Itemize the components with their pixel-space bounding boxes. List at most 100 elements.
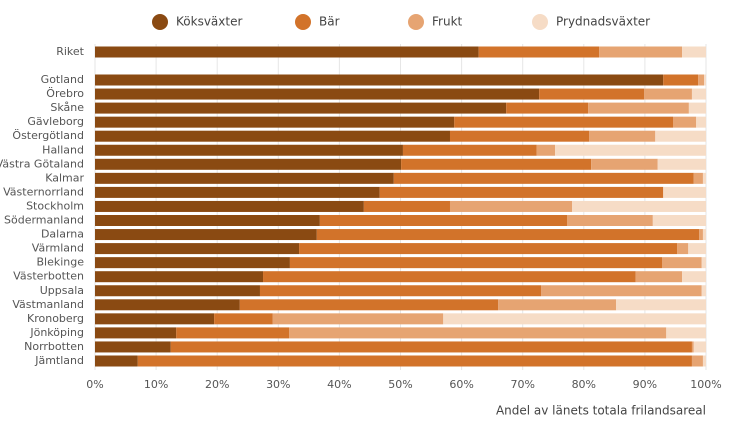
y-tick-label: Halland xyxy=(42,143,84,156)
x-tick-label: 0% xyxy=(86,378,103,391)
y-tick-label: Örebro xyxy=(46,87,84,100)
legend-label: Frukt xyxy=(432,15,463,29)
bar-segment xyxy=(536,144,556,156)
bar-segment xyxy=(591,158,658,170)
x-tick-label: 20% xyxy=(205,378,229,391)
bar-segment xyxy=(95,186,380,198)
bar-segment xyxy=(589,130,656,142)
y-tick-label: Västmanland xyxy=(12,298,84,311)
bar-segment xyxy=(539,88,645,100)
bar-segment xyxy=(567,215,653,226)
bar-segment xyxy=(316,229,700,241)
legend-marker xyxy=(152,14,168,30)
bar-segment xyxy=(454,116,674,128)
legend-label: Prydnadsväxter xyxy=(556,15,650,29)
x-tick-label: 90% xyxy=(633,378,657,391)
y-tick-label: Värmland xyxy=(32,242,84,255)
bar-segment xyxy=(95,299,240,311)
bar-segment xyxy=(616,299,706,311)
bar-segment xyxy=(478,46,600,58)
bar-segment xyxy=(137,355,692,367)
y-tick-label: Riket xyxy=(56,45,84,58)
x-axis-label: Andel av länets totala frilandsareal xyxy=(496,404,706,418)
bar-segment xyxy=(443,313,706,325)
bar-segment xyxy=(635,271,683,283)
bar-segment xyxy=(704,74,706,86)
bar-segment xyxy=(95,102,507,114)
bar-segment xyxy=(170,341,692,353)
bar-segment xyxy=(239,299,499,311)
bar-segment xyxy=(272,313,444,325)
bar-segment xyxy=(702,172,706,184)
bar-segment xyxy=(682,271,706,283)
bar-segment xyxy=(677,243,689,255)
bar-segment xyxy=(541,285,702,297)
legend-label: Köksväxter xyxy=(176,15,242,29)
bar-segment xyxy=(662,257,702,269)
bar-segment xyxy=(95,327,177,339)
y-tick-label: Kronoberg xyxy=(27,312,84,325)
bar-segment xyxy=(319,215,568,226)
y-tick-label: Södermanland xyxy=(4,214,84,227)
y-tick-label: Skåne xyxy=(50,101,84,114)
bar-segment xyxy=(663,186,706,198)
bar-segment xyxy=(259,285,542,297)
bar-segment xyxy=(696,116,706,128)
bar-segment xyxy=(95,116,455,128)
bar-segment xyxy=(506,102,589,114)
legend-marker xyxy=(532,14,548,30)
bar-segment xyxy=(393,172,694,184)
bar-segment xyxy=(95,74,664,86)
bar-segment xyxy=(702,229,706,241)
y-tick-label: Dalarna xyxy=(41,228,84,241)
bar-segment xyxy=(449,200,573,212)
bar-segment xyxy=(95,341,171,353)
bar-segment xyxy=(688,102,706,114)
x-tick-label: 10% xyxy=(144,378,168,391)
bar-segment xyxy=(289,257,663,269)
bar-segment xyxy=(214,313,273,325)
bar-segment xyxy=(698,74,705,86)
bar-segment xyxy=(263,271,636,283)
bar-segment xyxy=(699,229,703,241)
bar-segment xyxy=(701,257,706,269)
bar-segment xyxy=(402,144,537,156)
bar-segment xyxy=(701,285,706,297)
bar-segment xyxy=(95,200,364,212)
bar-segment xyxy=(95,229,317,241)
bar-segment xyxy=(663,74,699,86)
x-tick-label: 70% xyxy=(510,378,534,391)
bar-segment xyxy=(95,130,450,142)
y-tick-label: Stockholm xyxy=(26,199,84,212)
x-tick-label: 80% xyxy=(572,378,596,391)
bar-segment xyxy=(572,200,706,212)
x-tick-label: 50% xyxy=(388,378,412,391)
y-tick-label: Jönköping xyxy=(29,326,84,339)
bar-segment xyxy=(95,271,264,283)
y-tick-label: Östergötland xyxy=(12,129,84,142)
bar-segment xyxy=(95,257,290,269)
bar-segment xyxy=(95,158,402,170)
bar-segment xyxy=(691,355,703,367)
bar-segment xyxy=(693,172,703,184)
bar-segment xyxy=(95,355,138,367)
legend-marker xyxy=(408,14,424,30)
bar-segment xyxy=(588,102,689,114)
bar-segment xyxy=(673,116,697,128)
bar-segment xyxy=(289,327,667,339)
bar-segment xyxy=(688,243,706,255)
bar-segment xyxy=(176,327,290,339)
y-tick-label: Norrbotten xyxy=(24,340,84,353)
bar-segment xyxy=(666,327,706,339)
bar-segment xyxy=(691,88,706,100)
bar-segment xyxy=(95,46,479,58)
bar-segment xyxy=(691,341,694,353)
bar-segment xyxy=(682,46,706,58)
x-tick-label: 30% xyxy=(266,378,290,391)
bar-segment xyxy=(401,158,592,170)
bar-segment xyxy=(652,215,706,226)
bar-segment xyxy=(95,285,260,297)
y-tick-label: Västra Götaland xyxy=(0,157,84,170)
y-tick-label: Kalmar xyxy=(45,171,84,184)
bar-segment xyxy=(702,355,706,367)
